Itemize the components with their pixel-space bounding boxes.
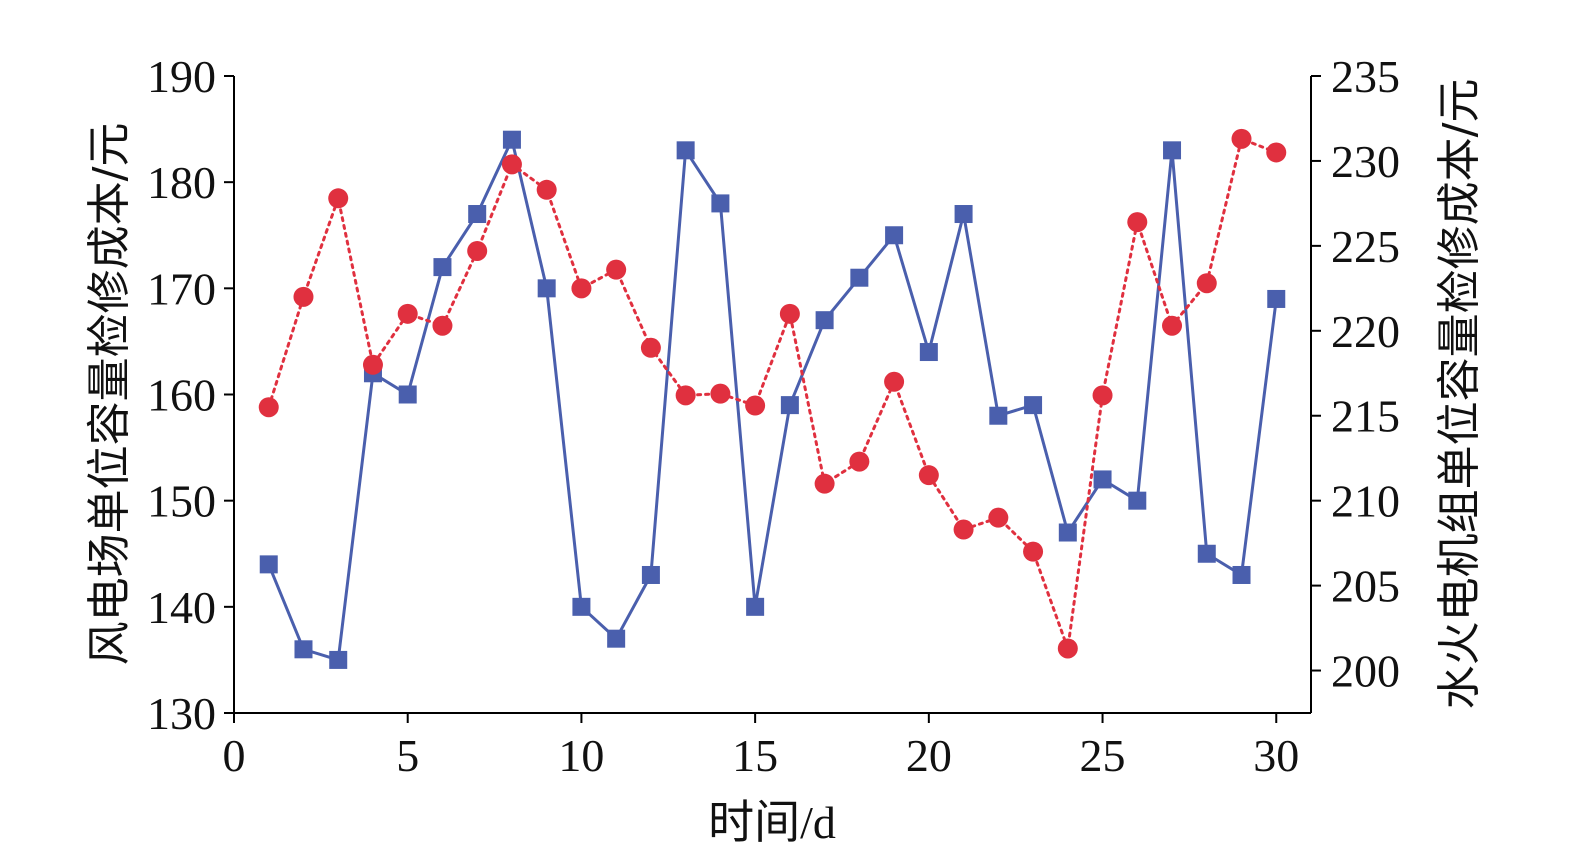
series-right-point [606,259,627,280]
series-left-point [537,279,556,298]
series-left-point [1128,491,1147,510]
series-left-point [1024,396,1043,415]
series-right-point [918,465,939,486]
series-left-point [885,226,904,245]
series-right-point [849,451,870,472]
series-right-point [293,286,314,307]
x-tick-label: 10 [558,730,604,781]
series-left-point [468,205,487,224]
left-y-tick-label: 150 [147,476,216,527]
series-right-point [779,303,800,324]
left-y-tick-label: 130 [147,688,216,739]
series-left-point [919,343,938,362]
right-y-tick-label: 210 [1331,476,1400,527]
right-y-tick-label: 225 [1331,221,1400,272]
series-right-point [432,315,453,336]
series-right-line [267,136,1278,650]
series-right-point [988,507,1009,528]
series-right-point [467,240,488,261]
series-left-line [267,135,1278,662]
series-lines [267,135,1278,662]
series-right-point [640,337,661,358]
series-left-point [989,406,1008,425]
x-tick-label: 30 [1253,730,1299,781]
series-right-point [328,188,349,209]
series-right-point [571,278,592,299]
series-left-point [607,629,626,648]
series-right-point [884,371,905,392]
series-right-point [814,473,835,494]
x-tick-label: 5 [396,730,419,781]
series-left-point [1093,470,1112,489]
left-y-tick-label: 160 [147,370,216,421]
left-y-tick-label: 170 [147,263,216,314]
ticks: 0 5 10 15 20 25 30 130 140 150 160 170 180 190 200 205 2… [147,51,1400,781]
series-right-point [258,397,279,418]
series-right-point [1162,315,1183,336]
x-tick-label: 0 [223,730,246,781]
series-left-point [1232,565,1251,584]
left-y-tick-label: 190 [147,51,216,102]
series-left-point [259,555,278,574]
left-axis-title: 风电场单位容量检修成本/元 [84,123,135,666]
right-y-tick-label: 230 [1331,136,1400,187]
right-y-tick-label: 235 [1331,51,1400,102]
right-y-tick-label: 215 [1331,391,1400,442]
series-left-point [294,640,313,659]
series-right-point [362,354,383,375]
series-left-point [815,311,834,330]
series-left-point [641,565,660,584]
axes [233,76,1312,714]
series-left-point [329,650,348,669]
series-right-point [501,154,522,175]
series-left-point [711,194,730,213]
series-left-point [398,385,417,404]
series-left-point [572,597,591,616]
series-left-point [954,205,973,224]
series-right-point [397,303,418,324]
series-left-point [780,396,799,415]
series-markers [258,128,1287,669]
series-right-point [710,383,731,404]
series-right-point [536,179,557,200]
series-right-point [1266,142,1287,163]
series-right-point [1127,212,1148,233]
series-right-point [1231,128,1252,149]
right-y-tick-label: 200 [1331,646,1400,697]
series-right-point [675,385,696,406]
series-right-point [745,395,766,416]
series-left-point [1058,523,1077,542]
series-right-point [1057,638,1078,659]
right-axis-title: 水火电机组单位容量检修成本/元 [1434,79,1485,710]
series-right-point [1196,273,1217,294]
x-axis-title: 时间/d [708,797,836,848]
series-left-point [676,141,695,160]
series-right-point [1023,541,1044,562]
x-tick-label: 25 [1080,730,1126,781]
right-y-tick-label: 205 [1331,561,1400,612]
series-right-point [1092,385,1113,406]
series-left-point [746,597,765,616]
x-tick-label: 15 [732,730,778,781]
series-left-point [1163,141,1182,160]
right-y-tick-label: 220 [1331,306,1400,357]
left-y-tick-label: 140 [147,582,216,633]
series-left-point [502,130,521,149]
series-left-point [1267,289,1286,308]
left-y-tick-label: 180 [147,157,216,208]
series-left-point [850,268,869,287]
series-right-point [953,519,974,540]
series-left-point [433,258,452,277]
x-tick-label: 20 [906,730,952,781]
series-left-point [1197,544,1216,563]
